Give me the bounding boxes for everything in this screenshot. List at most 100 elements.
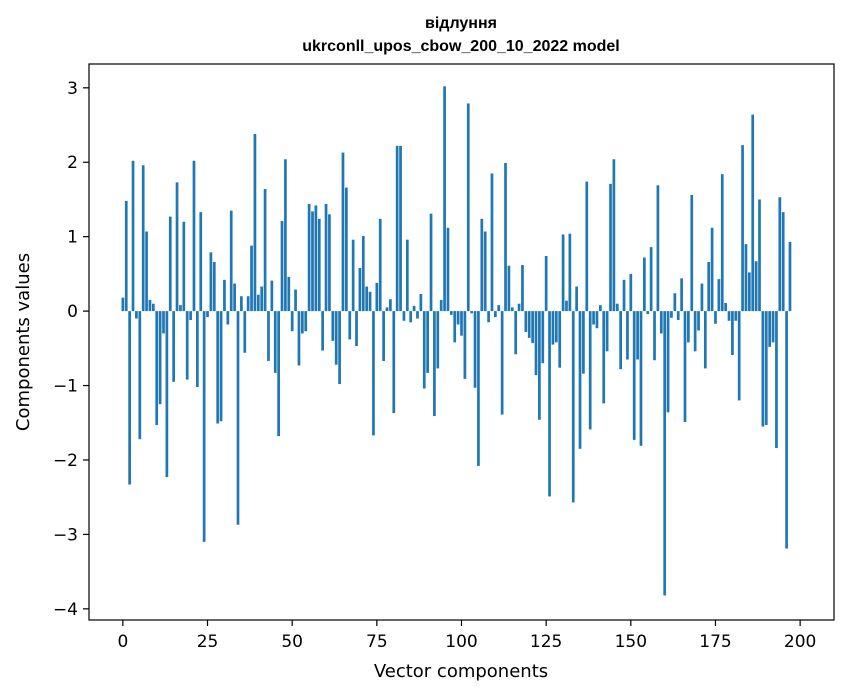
bar-147 xyxy=(619,311,623,370)
chart-title-line-2: ukrconll_upos_cbow_200_10_2022 model xyxy=(302,38,619,55)
bar-176 xyxy=(717,279,721,312)
bar-114 xyxy=(507,265,511,312)
bar-46 xyxy=(277,311,280,437)
bar-2 xyxy=(128,311,131,485)
bar-43 xyxy=(267,311,270,361)
y-tick-label: 3 xyxy=(67,79,78,99)
bar-21 xyxy=(192,160,196,312)
bar-104 xyxy=(473,311,477,388)
bar-150 xyxy=(629,273,633,312)
x-tick-label: 125 xyxy=(530,632,562,652)
bar-32 xyxy=(229,210,233,312)
bar-68 xyxy=(351,239,355,312)
bar-130 xyxy=(561,234,565,312)
bar-157 xyxy=(653,311,656,361)
bar-131 xyxy=(565,300,568,312)
bar-119 xyxy=(524,311,528,332)
bar-92 xyxy=(433,311,436,417)
bar-179 xyxy=(727,311,731,321)
bar-82 xyxy=(399,145,402,312)
x-tick-label: 200 xyxy=(784,632,816,652)
bar-57 xyxy=(314,205,318,312)
bar-122 xyxy=(534,311,538,376)
bar-56 xyxy=(311,211,314,312)
bar-116 xyxy=(514,311,518,355)
bar-102 xyxy=(466,103,470,312)
bar-13 xyxy=(165,311,169,478)
x-axis-label: Vector components xyxy=(374,661,548,682)
bar-26 xyxy=(209,252,213,312)
bar-67 xyxy=(348,311,352,340)
bar-165 xyxy=(680,278,683,312)
bar-191 xyxy=(768,311,772,347)
bar-0 xyxy=(121,297,125,312)
bar-69 xyxy=(355,311,358,347)
bar-171 xyxy=(700,283,704,312)
bar-184 xyxy=(744,244,748,312)
bar-24 xyxy=(202,311,206,542)
bar-95 xyxy=(443,86,446,312)
bar-4 xyxy=(135,311,138,319)
bar-90 xyxy=(426,311,429,373)
bar-103 xyxy=(470,311,474,314)
bar-182 xyxy=(737,311,741,401)
bar-136 xyxy=(582,311,585,374)
chart-title-line-1: відлуння xyxy=(425,15,497,32)
bar-129 xyxy=(558,311,562,368)
bar-123 xyxy=(538,311,541,420)
x-axis-ticks: 0 25 50 75 100 125 150 175 200 xyxy=(117,620,816,652)
x-tick-label: 0 xyxy=(117,632,128,652)
bar-23 xyxy=(199,212,203,312)
bar-45 xyxy=(273,311,277,373)
bar-170 xyxy=(697,311,700,331)
bar-73 xyxy=(368,291,372,312)
bar-87 xyxy=(416,311,419,319)
bar-88 xyxy=(419,293,423,312)
bar-58 xyxy=(317,218,321,312)
bar-81 xyxy=(395,145,399,312)
bar-120 xyxy=(527,311,531,338)
x-tick-label: 100 xyxy=(445,632,477,652)
bar-42 xyxy=(263,189,267,312)
bar-94 xyxy=(439,299,443,312)
bar-31 xyxy=(226,311,230,325)
y-tick-label: 0 xyxy=(67,302,78,322)
bar-35 xyxy=(240,296,243,312)
bar-152 xyxy=(636,311,639,360)
bar-132 xyxy=(568,233,572,312)
bar-188 xyxy=(758,199,761,312)
bar-15 xyxy=(172,311,176,382)
bar-3 xyxy=(131,160,135,312)
bar-172 xyxy=(703,311,707,369)
bar-141 xyxy=(598,305,602,312)
bar-99 xyxy=(456,311,460,325)
bar-97 xyxy=(449,311,453,315)
bar-25 xyxy=(206,311,209,318)
bar-64 xyxy=(338,311,341,385)
bar-166 xyxy=(683,311,687,423)
bar-85 xyxy=(409,311,413,323)
bar-185 xyxy=(747,272,751,312)
bar-177 xyxy=(720,174,724,312)
bar-66 xyxy=(345,187,348,312)
bar-163 xyxy=(673,293,677,312)
bar-162 xyxy=(670,311,673,318)
bar-186 xyxy=(751,114,755,312)
bar-93 xyxy=(436,311,440,369)
bar-133 xyxy=(571,311,575,503)
bar-128 xyxy=(554,311,558,343)
bar-168 xyxy=(690,195,694,312)
bar-76 xyxy=(378,218,382,312)
bar-71 xyxy=(361,235,365,312)
bar-40 xyxy=(256,294,260,312)
y-tick-label: −4 xyxy=(53,600,78,620)
bar-183 xyxy=(741,145,744,312)
bar-34 xyxy=(236,311,240,525)
bar-12 xyxy=(162,311,165,334)
bar-28 xyxy=(216,311,220,424)
bar-47 xyxy=(280,221,284,312)
bar-113 xyxy=(504,162,507,312)
bar-49 xyxy=(287,276,291,312)
y-axis-ticks: −4 −3 −2 −1 0 1 2 3 xyxy=(53,79,89,620)
